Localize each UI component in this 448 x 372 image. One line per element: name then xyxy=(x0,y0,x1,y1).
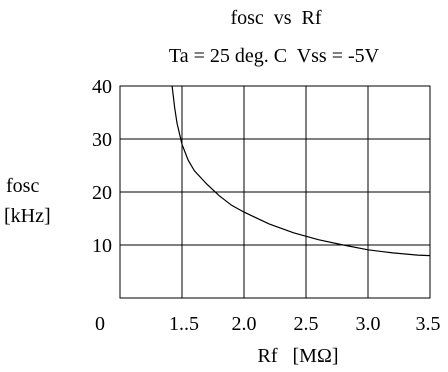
x-tick-label-0: 0 xyxy=(95,313,105,335)
x-tick-label-5: 3.5 xyxy=(416,313,441,335)
chart-title: fosc vs Rf xyxy=(230,7,321,29)
y-tick-label-0: 10 xyxy=(92,235,112,257)
y-tick-labels: 10 20 30 40 xyxy=(92,76,112,257)
x-tick-label-4: 3.0 xyxy=(356,313,381,335)
series-line xyxy=(171,85,431,257)
x-tick-label-1: 1..5 xyxy=(169,313,199,335)
y-axis-label-line2: [kHz] xyxy=(4,205,51,227)
plot-frame xyxy=(119,85,431,299)
x-axis-label: Rf [MΩ] xyxy=(258,345,339,367)
x-tick-label-3: 2.5 xyxy=(294,313,319,335)
y-tick-label-1: 20 xyxy=(92,182,112,204)
grid xyxy=(120,86,430,298)
y-axis-label-line1: fosc xyxy=(6,175,39,197)
y-tick-label-3: 40 xyxy=(92,76,112,98)
y-tick-label-2: 30 xyxy=(92,129,112,151)
x-tick-label-2: 2.0 xyxy=(232,313,257,335)
plot-border xyxy=(119,85,431,299)
chart-subtitle: Ta = 25 deg. C Vss = -5V xyxy=(169,45,380,67)
x-tick-labels: 0 1..5 2.0 2.5 3.0 3.5 xyxy=(95,313,441,335)
